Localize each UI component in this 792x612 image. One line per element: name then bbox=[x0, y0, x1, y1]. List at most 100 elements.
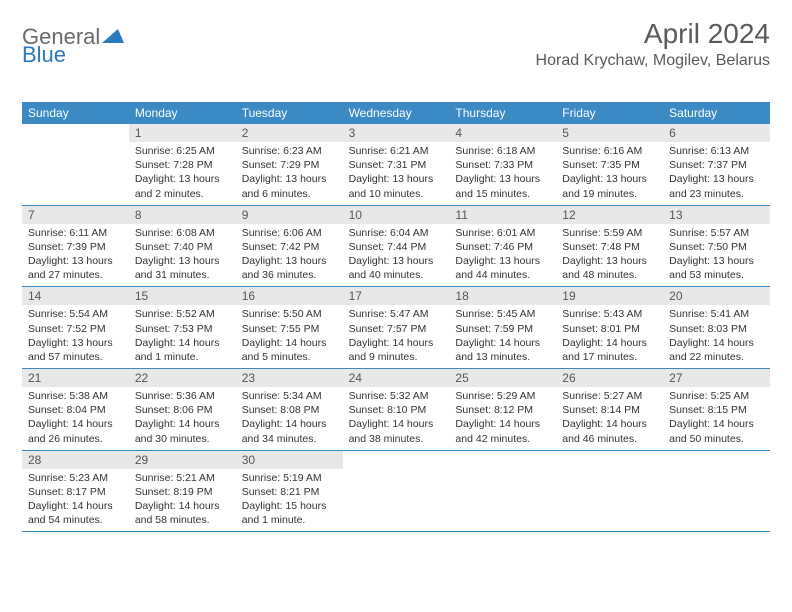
day-body: Sunrise: 5:43 AMSunset: 8:01 PMDaylight:… bbox=[556, 305, 663, 368]
day-body: Sunrise: 6:25 AMSunset: 7:28 PMDaylight:… bbox=[129, 142, 236, 205]
daylight-text: Daylight: 14 hours and 38 minutes. bbox=[349, 417, 444, 445]
daylight-text: Daylight: 15 hours and 1 minute. bbox=[242, 499, 337, 527]
day-number: 29 bbox=[129, 451, 236, 469]
sunrise-text: Sunrise: 5:27 AM bbox=[562, 389, 657, 403]
day-number: 15 bbox=[129, 287, 236, 305]
day-number bbox=[343, 451, 450, 455]
day-cell: 16 Sunrise: 5:50 AMSunset: 7:55 PMDayligh… bbox=[236, 287, 343, 368]
day-body: Sunrise: 6:16 AMSunset: 7:35 PMDaylight:… bbox=[556, 142, 663, 205]
sunrise-text: Sunrise: 5:57 AM bbox=[669, 226, 764, 240]
weekday-row: Sunday Monday Tuesday Wednesday Thursday… bbox=[22, 102, 770, 124]
sunrise-text: Sunrise: 5:59 AM bbox=[562, 226, 657, 240]
day-number: 28 bbox=[22, 451, 129, 469]
daylight-text: Daylight: 13 hours and 19 minutes. bbox=[562, 172, 657, 200]
sunrise-text: Sunrise: 5:50 AM bbox=[242, 307, 337, 321]
day-number: 14 bbox=[22, 287, 129, 305]
sunrise-text: Sunrise: 6:25 AM bbox=[135, 144, 230, 158]
day-number: 6 bbox=[663, 124, 770, 142]
sunset-text: Sunset: 7:42 PM bbox=[242, 240, 337, 254]
sunrise-text: Sunrise: 5:36 AM bbox=[135, 389, 230, 403]
day-body: Sunrise: 5:47 AMSunset: 7:57 PMDaylight:… bbox=[343, 305, 450, 368]
daylight-text: Daylight: 14 hours and 5 minutes. bbox=[242, 336, 337, 364]
day-body: Sunrise: 6:13 AMSunset: 7:37 PMDaylight:… bbox=[663, 142, 770, 205]
day-cell bbox=[449, 451, 556, 532]
day-cell: 25Sunrise: 5:29 AMSunset: 8:12 PMDayligh… bbox=[449, 369, 556, 450]
sunset-text: Sunset: 7:52 PM bbox=[28, 322, 123, 336]
sunset-text: Sunset: 8:10 PM bbox=[349, 403, 444, 417]
day-number: 16 bbox=[236, 287, 343, 305]
sunset-text: Sunset: 7:53 PM bbox=[135, 322, 230, 336]
day-body: Sunrise: 5:29 AMSunset: 8:12 PMDaylight:… bbox=[449, 387, 556, 450]
daylight-text: Daylight: 14 hours and 9 minutes. bbox=[349, 336, 444, 364]
day-body: Sunrise: 5:36 AMSunset: 8:06 PMDaylight:… bbox=[129, 387, 236, 450]
day-body: Sunrise: 5:27 AMSunset: 8:14 PMDaylight:… bbox=[556, 387, 663, 450]
sunset-text: Sunset: 7:39 PM bbox=[28, 240, 123, 254]
sunrise-text: Sunrise: 5:38 AM bbox=[28, 389, 123, 403]
sunrise-text: Sunrise: 6:06 AM bbox=[242, 226, 337, 240]
day-body: Sunrise: 6:04 AMSunset: 7:44 PMDaylight:… bbox=[343, 224, 450, 287]
day-cell: 4Sunrise: 6:18 AMSunset: 7:33 PMDaylight… bbox=[449, 124, 556, 205]
sunset-text: Sunset: 8:08 PM bbox=[242, 403, 337, 417]
day-body: Sunrise: 6:11 AMSunset: 7:39 PMDaylight:… bbox=[22, 224, 129, 287]
sunset-text: Sunset: 7:33 PM bbox=[455, 158, 550, 172]
sunset-text: Sunset: 8:19 PM bbox=[135, 485, 230, 499]
sunrise-text: Sunrise: 5:19 AM bbox=[242, 471, 337, 485]
week-row: 21Sunrise: 5:38 AMSunset: 8:04 PMDayligh… bbox=[22, 369, 770, 451]
daylight-text: Daylight: 14 hours and 22 minutes. bbox=[669, 336, 764, 364]
day-number bbox=[663, 451, 770, 455]
weekday-friday: Friday bbox=[556, 102, 663, 124]
sunset-text: Sunset: 8:12 PM bbox=[455, 403, 550, 417]
logo-triangle-icon bbox=[102, 27, 124, 48]
daylight-text: Daylight: 13 hours and 6 minutes. bbox=[242, 172, 337, 200]
day-cell: 28Sunrise: 5:23 AMSunset: 8:17 PMDayligh… bbox=[22, 451, 129, 532]
daylight-text: Daylight: 14 hours and 50 minutes. bbox=[669, 417, 764, 445]
calendar: Sunday Monday Tuesday Wednesday Thursday… bbox=[22, 102, 770, 532]
week-row: 1Sunrise: 6:25 AMSunset: 7:28 PMDaylight… bbox=[22, 124, 770, 206]
daylight-text: Daylight: 13 hours and 36 minutes. bbox=[242, 254, 337, 282]
day-cell: 9Sunrise: 6:06 AMSunset: 7:42 PMDaylight… bbox=[236, 206, 343, 287]
month-title: April 2024 bbox=[536, 18, 770, 50]
title-block: April 2024 Horad Krychaw, Mogilev, Belar… bbox=[536, 18, 770, 70]
sunrise-text: Sunrise: 5:52 AM bbox=[135, 307, 230, 321]
sunset-text: Sunset: 8:03 PM bbox=[669, 322, 764, 336]
day-body: Sunrise: 6:06 AMSunset: 7:42 PMDaylight:… bbox=[236, 224, 343, 287]
day-body: Sunrise: 6:18 AMSunset: 7:33 PMDaylight:… bbox=[449, 142, 556, 205]
daylight-text: Daylight: 13 hours and 40 minutes. bbox=[349, 254, 444, 282]
day-body: Sunrise: 5:19 AMSunset: 8:21 PMDaylight:… bbox=[236, 469, 343, 532]
sunrise-text: Sunrise: 6:13 AM bbox=[669, 144, 764, 158]
day-cell: 10Sunrise: 6:04 AMSunset: 7:44 PMDayligh… bbox=[343, 206, 450, 287]
day-cell: 27Sunrise: 5:25 AMSunset: 8:15 PMDayligh… bbox=[663, 369, 770, 450]
header: General April 2024 Horad Krychaw, Mogile… bbox=[22, 18, 770, 70]
weeks-container: 1Sunrise: 6:25 AMSunset: 7:28 PMDaylight… bbox=[22, 124, 770, 532]
daylight-text: Daylight: 14 hours and 46 minutes. bbox=[562, 417, 657, 445]
sunset-text: Sunset: 7:28 PM bbox=[135, 158, 230, 172]
weekday-sunday: Sunday bbox=[22, 102, 129, 124]
day-cell: 22Sunrise: 5:36 AMSunset: 8:06 PMDayligh… bbox=[129, 369, 236, 450]
day-cell: 7Sunrise: 6:11 AMSunset: 7:39 PMDaylight… bbox=[22, 206, 129, 287]
sunset-text: Sunset: 8:21 PM bbox=[242, 485, 337, 499]
daylight-text: Daylight: 13 hours and 57 minutes. bbox=[28, 336, 123, 364]
daylight-text: Daylight: 14 hours and 1 minute. bbox=[135, 336, 230, 364]
sunset-text: Sunset: 7:46 PM bbox=[455, 240, 550, 254]
day-cell: 17Sunrise: 5:47 AMSunset: 7:57 PMDayligh… bbox=[343, 287, 450, 368]
sunrise-text: Sunrise: 6:18 AM bbox=[455, 144, 550, 158]
day-body: Sunrise: 5:38 AMSunset: 8:04 PMDaylight:… bbox=[22, 387, 129, 450]
day-cell: 19Sunrise: 5:43 AMSunset: 8:01 PMDayligh… bbox=[556, 287, 663, 368]
daylight-text: Daylight: 13 hours and 15 minutes. bbox=[455, 172, 550, 200]
week-row: 7Sunrise: 6:11 AMSunset: 7:39 PMDaylight… bbox=[22, 206, 770, 288]
weekday-thursday: Thursday bbox=[449, 102, 556, 124]
sunset-text: Sunset: 7:35 PM bbox=[562, 158, 657, 172]
week-row: 28Sunrise: 5:23 AMSunset: 8:17 PMDayligh… bbox=[22, 451, 770, 533]
sunrise-text: Sunrise: 5:21 AM bbox=[135, 471, 230, 485]
sunset-text: Sunset: 7:55 PM bbox=[242, 322, 337, 336]
daylight-text: Daylight: 13 hours and 53 minutes. bbox=[669, 254, 764, 282]
day-cell: 29Sunrise: 5:21 AMSunset: 8:19 PMDayligh… bbox=[129, 451, 236, 532]
daylight-text: Daylight: 14 hours and 54 minutes. bbox=[28, 499, 123, 527]
weekday-tuesday: Tuesday bbox=[236, 102, 343, 124]
sunset-text: Sunset: 7:48 PM bbox=[562, 240, 657, 254]
sunrise-text: Sunrise: 5:34 AM bbox=[242, 389, 337, 403]
day-body: Sunrise: 6:01 AMSunset: 7:46 PMDaylight:… bbox=[449, 224, 556, 287]
weekday-wednesday: Wednesday bbox=[343, 102, 450, 124]
day-number: 11 bbox=[449, 206, 556, 224]
daylight-text: Daylight: 14 hours and 34 minutes. bbox=[242, 417, 337, 445]
